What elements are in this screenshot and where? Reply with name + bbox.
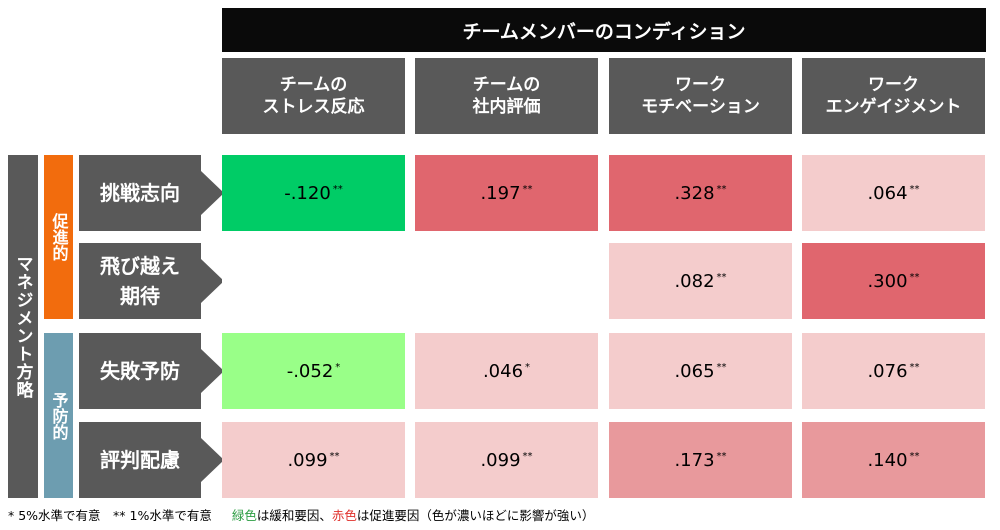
significance-mark: * bbox=[335, 361, 341, 373]
cell-challenge-stress: -.120 ** bbox=[222, 155, 405, 231]
table-title: チームメンバーのコンディション bbox=[222, 8, 986, 52]
column-header-line1: チームの bbox=[279, 75, 348, 95]
significance-mark: ** bbox=[522, 450, 533, 462]
coefficient-value: .173 bbox=[674, 449, 715, 471]
column-header-line2: ストレス反応 bbox=[262, 97, 365, 117]
significance-mark: ** bbox=[716, 183, 727, 195]
coefficient-value: .300 bbox=[867, 270, 908, 292]
significance-mark: * bbox=[525, 361, 531, 373]
row-header-box: 飛び越え 期待 bbox=[79, 243, 201, 319]
row-header-line1: 飛び越え bbox=[100, 254, 180, 278]
row-header-leap-expectation: 飛び越え 期待 bbox=[79, 243, 224, 319]
column-header-line2: 社内評価 bbox=[472, 97, 541, 117]
group-promotive: 促進的 bbox=[44, 155, 73, 319]
arrow-right-icon bbox=[201, 171, 224, 215]
significance-mark: ** bbox=[716, 450, 727, 462]
significance-mark: ** bbox=[909, 183, 920, 195]
row-header-box: 失敗予防 bbox=[79, 333, 201, 409]
significance-mark: ** bbox=[909, 450, 920, 462]
cell-failure-stress: -.052 * bbox=[222, 333, 405, 409]
column-header-stress: チームの ストレス反応 bbox=[222, 58, 405, 134]
cell-failure-engagement: .076 ** bbox=[802, 333, 985, 409]
cell-failure-motivation: .065 ** bbox=[609, 333, 792, 409]
coefficient-value: .082 bbox=[674, 270, 715, 292]
cell-reputation-motivation: .173 ** bbox=[609, 422, 792, 498]
cell-leap-engagement: .300 ** bbox=[802, 243, 985, 319]
column-header-line1: チームの bbox=[472, 75, 541, 95]
footnote: * 5%水準で有意 ** 1%水準で有意 緑色 は緩和要因、 赤色 は促進要因（… bbox=[8, 504, 988, 524]
significance-mark: ** bbox=[329, 450, 340, 462]
row-header-line1: 評判配慮 bbox=[100, 448, 180, 472]
green-legend-word: 緑色 bbox=[231, 507, 257, 523]
cell-challenge-engagement: .064 ** bbox=[802, 155, 985, 231]
column-header-line2: エンゲイジメント bbox=[825, 97, 962, 117]
row-header-line2: 期待 bbox=[120, 284, 160, 308]
row-header-line1: 挑戦志向 bbox=[100, 181, 180, 205]
column-header-line2: モチベーション bbox=[641, 97, 760, 117]
coefficient-value: .046 bbox=[482, 360, 524, 382]
coefficient-value: .099 bbox=[480, 449, 521, 471]
coefficient-value: -.052 bbox=[286, 360, 334, 382]
coefficient-value: -.120 bbox=[284, 182, 331, 204]
arrow-right-icon bbox=[201, 259, 224, 303]
column-header-motivation: ワーク モチベーション bbox=[609, 58, 792, 134]
red-legend-word: 赤色 bbox=[331, 507, 357, 523]
row-header-box: 評判配慮 bbox=[79, 422, 201, 498]
significance-mark: ** bbox=[332, 183, 343, 195]
cell-reputation-engagement: .140 ** bbox=[802, 422, 985, 498]
significance-note: * 5%水準で有意 ** 1%水準で有意 bbox=[8, 507, 212, 523]
group-label: 予防的 bbox=[49, 391, 69, 440]
arrow-right-icon bbox=[201, 438, 224, 482]
coefficient-value: .076 bbox=[867, 360, 908, 382]
cell-failure-evaluation: .046 * bbox=[415, 333, 598, 409]
cell-leap-stress bbox=[222, 243, 405, 319]
column-header-evaluation: チームの 社内評価 bbox=[415, 58, 598, 134]
strategy-label: マネジメント方略 bbox=[8, 155, 38, 498]
coefficient-value: .140 bbox=[867, 449, 908, 471]
group-label: 促進的 bbox=[49, 213, 69, 261]
significance-mark: ** bbox=[909, 361, 920, 373]
significance-mark: ** bbox=[522, 183, 533, 195]
coefficient-value: .065 bbox=[674, 360, 715, 382]
cell-leap-evaluation bbox=[415, 243, 598, 319]
row-header-reputation: 評判配慮 bbox=[79, 422, 224, 498]
coefficient-value: .197 bbox=[480, 182, 521, 204]
significance-mark: ** bbox=[716, 361, 727, 373]
cell-leap-motivation: .082 ** bbox=[609, 243, 792, 319]
group-preventive: 予防的 bbox=[44, 333, 73, 498]
coefficient-value: .064 bbox=[867, 182, 908, 204]
cell-reputation-evaluation: .099 ** bbox=[415, 422, 598, 498]
column-header-engagement: ワーク エンゲイジメント bbox=[802, 58, 985, 134]
cell-challenge-evaluation: .197 ** bbox=[415, 155, 598, 231]
coefficient-value: .328 bbox=[674, 182, 715, 204]
arrow-right-icon bbox=[201, 349, 224, 393]
column-header-line1: ワーク bbox=[868, 75, 919, 95]
cell-challenge-motivation: .328 ** bbox=[609, 155, 792, 231]
row-header-line1: 失敗予防 bbox=[100, 359, 180, 383]
green-legend-text: は緩和要因、 bbox=[256, 507, 332, 523]
significance-mark: ** bbox=[716, 271, 727, 283]
cell-reputation-stress: .099 ** bbox=[222, 422, 405, 498]
significance-mark: ** bbox=[909, 271, 920, 283]
red-legend-text: は促進要因（色が濃いほどに影響が強い） bbox=[356, 507, 595, 523]
row-header-box: 挑戦志向 bbox=[79, 155, 201, 231]
row-header-failure-prevention: 失敗予防 bbox=[79, 333, 224, 409]
coefficient-value: .099 bbox=[287, 449, 328, 471]
column-header-line1: ワーク bbox=[675, 75, 726, 95]
row-header-challenge: 挑戦志向 bbox=[79, 155, 224, 231]
